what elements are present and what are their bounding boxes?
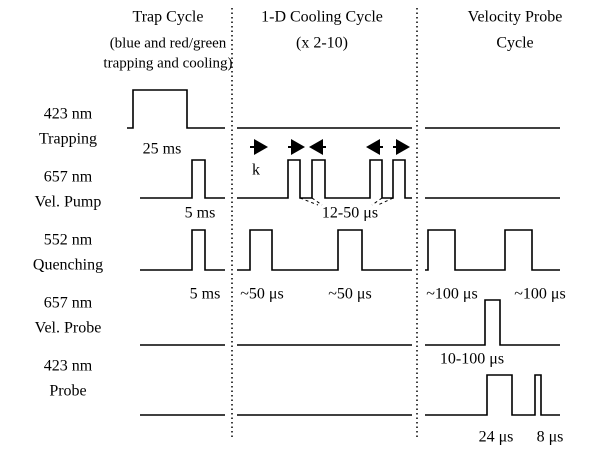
row-label: 552 nm bbox=[44, 232, 93, 249]
waveform bbox=[425, 299, 560, 346]
annotation: ~100 μs bbox=[426, 286, 477, 303]
row-label: 423 nm bbox=[44, 106, 93, 123]
column-title: 1-D Cooling Cycle bbox=[261, 9, 383, 26]
annotation: 5 ms bbox=[185, 205, 216, 222]
waveform bbox=[425, 374, 560, 416]
column-title: Velocity Probe bbox=[468, 9, 563, 26]
waveform bbox=[237, 159, 412, 199]
annotation: ~50 μs bbox=[328, 286, 371, 303]
annotation: 8 μs bbox=[537, 429, 564, 446]
row-label: 423 nm bbox=[44, 358, 93, 375]
annotation: k bbox=[252, 162, 260, 179]
annotation: 24 μs bbox=[479, 429, 514, 446]
row-label: Probe bbox=[49, 383, 86, 400]
column-subtitle: (x 2-10) bbox=[296, 35, 348, 52]
row-label: 657 nm bbox=[44, 295, 93, 312]
annotation: 5 ms bbox=[190, 286, 221, 303]
annotation: 25 ms bbox=[143, 141, 182, 158]
row-label: Vel. Probe bbox=[35, 320, 102, 337]
waveform bbox=[140, 159, 225, 199]
row-label: Quenching bbox=[33, 257, 103, 274]
waveform bbox=[237, 229, 412, 271]
waveform bbox=[140, 229, 225, 271]
waveform bbox=[127, 89, 225, 129]
column-subtitle: (blue and red/green bbox=[110, 35, 227, 51]
column-subtitle: trapping and cooling) bbox=[103, 55, 232, 71]
annotation: 10-100 μs bbox=[440, 351, 504, 368]
column-title: Trap Cycle bbox=[133, 9, 204, 26]
row-label: Trapping bbox=[39, 131, 97, 148]
bracket bbox=[299, 197, 394, 206]
row-label: Vel. Pump bbox=[35, 194, 102, 211]
row-label: 657 nm bbox=[44, 169, 93, 186]
waveform bbox=[425, 229, 560, 271]
column-subtitle: Cycle bbox=[496, 35, 533, 52]
annotation: 12-50 μs bbox=[322, 205, 378, 222]
annotation: ~50 μs bbox=[240, 286, 283, 303]
annotation: ~100 μs bbox=[514, 286, 565, 303]
